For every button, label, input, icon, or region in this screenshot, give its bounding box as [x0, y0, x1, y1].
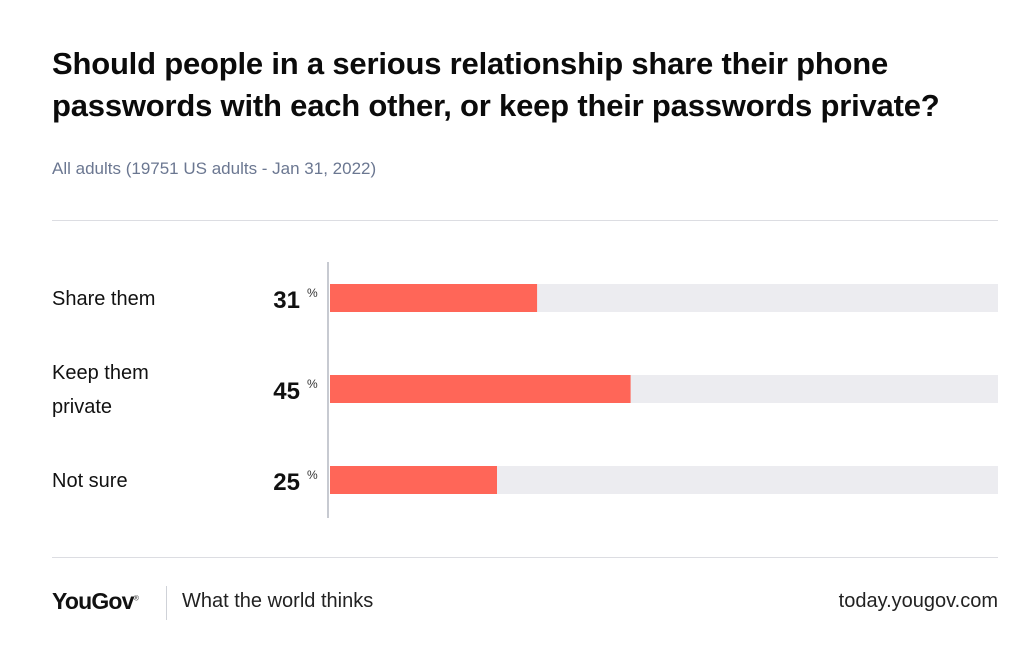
category-label: Not sure: [52, 470, 128, 492]
value-label: 31: [273, 287, 300, 314]
top-divider: [52, 220, 998, 221]
chart-subtitle: All adults (19751 US adults - Jan 31, 20…: [52, 159, 377, 178]
chart-title: Should people in a serious relationship …: [52, 46, 940, 123]
footer-tagline: What the world thinks: [182, 590, 374, 612]
percent-label: %: [307, 286, 318, 300]
brand-name: YouGov: [52, 588, 134, 614]
category-label: Share them: [52, 288, 155, 310]
registered-mark: ®: [133, 595, 139, 603]
bar: [330, 375, 631, 403]
yougov-logo[interactable]: YouGov®: [52, 588, 139, 615]
footer-url[interactable]: today.yougov.com: [838, 590, 998, 612]
bottom-divider: [52, 557, 998, 558]
percent-label: %: [307, 377, 318, 391]
category-label: private: [52, 396, 112, 418]
value-label: 25: [273, 469, 300, 496]
footer-divider: [166, 586, 167, 620]
bar: [330, 284, 538, 312]
value-label: 45: [273, 378, 300, 405]
percent-label: %: [307, 468, 318, 482]
category-label: Keep them: [52, 362, 149, 384]
bar: [330, 466, 497, 494]
